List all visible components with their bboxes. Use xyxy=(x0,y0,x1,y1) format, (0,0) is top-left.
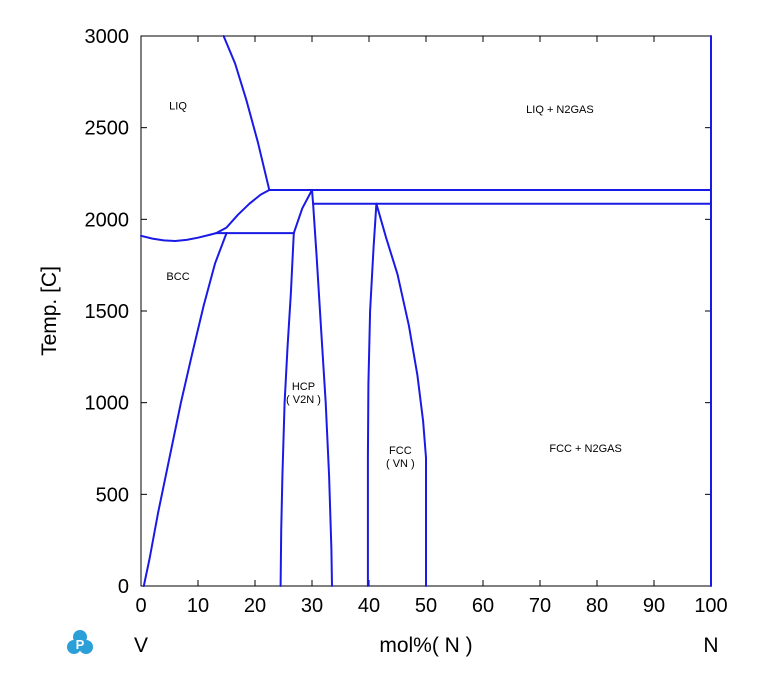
y-axis-ticks: 0 500 1000 1500 2000 2500 3000 xyxy=(85,26,711,598)
x-tick-label: 100 xyxy=(694,595,727,617)
x-tick-label: 80 xyxy=(586,595,608,617)
y-tick-label: 500 xyxy=(96,484,129,506)
phase-region-label: BCC xyxy=(166,271,189,283)
phase-boundary xyxy=(215,189,271,235)
phase-region-label: LIQ + N2GAS xyxy=(526,104,594,116)
x-tick-label: 10 xyxy=(187,595,209,617)
right-component-label: N xyxy=(703,634,718,657)
svg-text:P: P xyxy=(76,637,85,652)
y-axis-title: Temp. [C] xyxy=(38,266,61,356)
x-tick-label: 60 xyxy=(472,595,494,617)
x-tick-label: 70 xyxy=(529,595,551,617)
y-tick-label: 2500 xyxy=(85,118,130,140)
x-tick-label: 0 xyxy=(135,595,146,617)
phase-boundary xyxy=(279,232,295,587)
phase-boundary xyxy=(312,202,333,587)
y-tick-label: 0 xyxy=(118,576,129,598)
pandat-logo-icon: P xyxy=(67,630,93,654)
phase-boundary xyxy=(366,202,378,587)
phase-boundary xyxy=(142,232,228,587)
y-tick-label: 1500 xyxy=(85,301,130,323)
phase-boundary xyxy=(375,202,427,587)
y-tick-label: 3000 xyxy=(85,26,130,48)
phase-region-label: HCP( V2N ) xyxy=(286,381,321,406)
x-tick-label: 20 xyxy=(244,595,266,617)
y-tick-label: 2000 xyxy=(85,209,130,231)
phase-boundary-lines xyxy=(140,35,712,587)
x-axis-title: mol%( N ) xyxy=(379,634,472,657)
x-tick-label: 90 xyxy=(643,595,665,617)
phase-region-label: LIQ xyxy=(169,100,187,112)
phase-boundary xyxy=(311,189,712,205)
phase-boundary xyxy=(140,232,218,242)
y-tick-label: 1000 xyxy=(85,393,130,415)
x-tick-label: 40 xyxy=(358,595,380,617)
phase-boundary xyxy=(292,189,313,235)
phase-region-label: FCC + N2GAS xyxy=(549,443,621,455)
x-tick-label: 30 xyxy=(301,595,323,617)
x-tick-label: 50 xyxy=(415,595,437,617)
phase-region-label: FCC( VN ) xyxy=(386,445,415,470)
left-component-label: V xyxy=(134,634,148,657)
phase-region-labels: LIQ LIQ + N2GAS BCC HCP( V2N ) FCC( VN ) FCC … xyxy=(166,100,621,470)
x-axis-ticks: 0 10 20 30 40 50 60 70 80 90 100 xyxy=(135,36,728,617)
phase-boundary xyxy=(222,35,271,191)
